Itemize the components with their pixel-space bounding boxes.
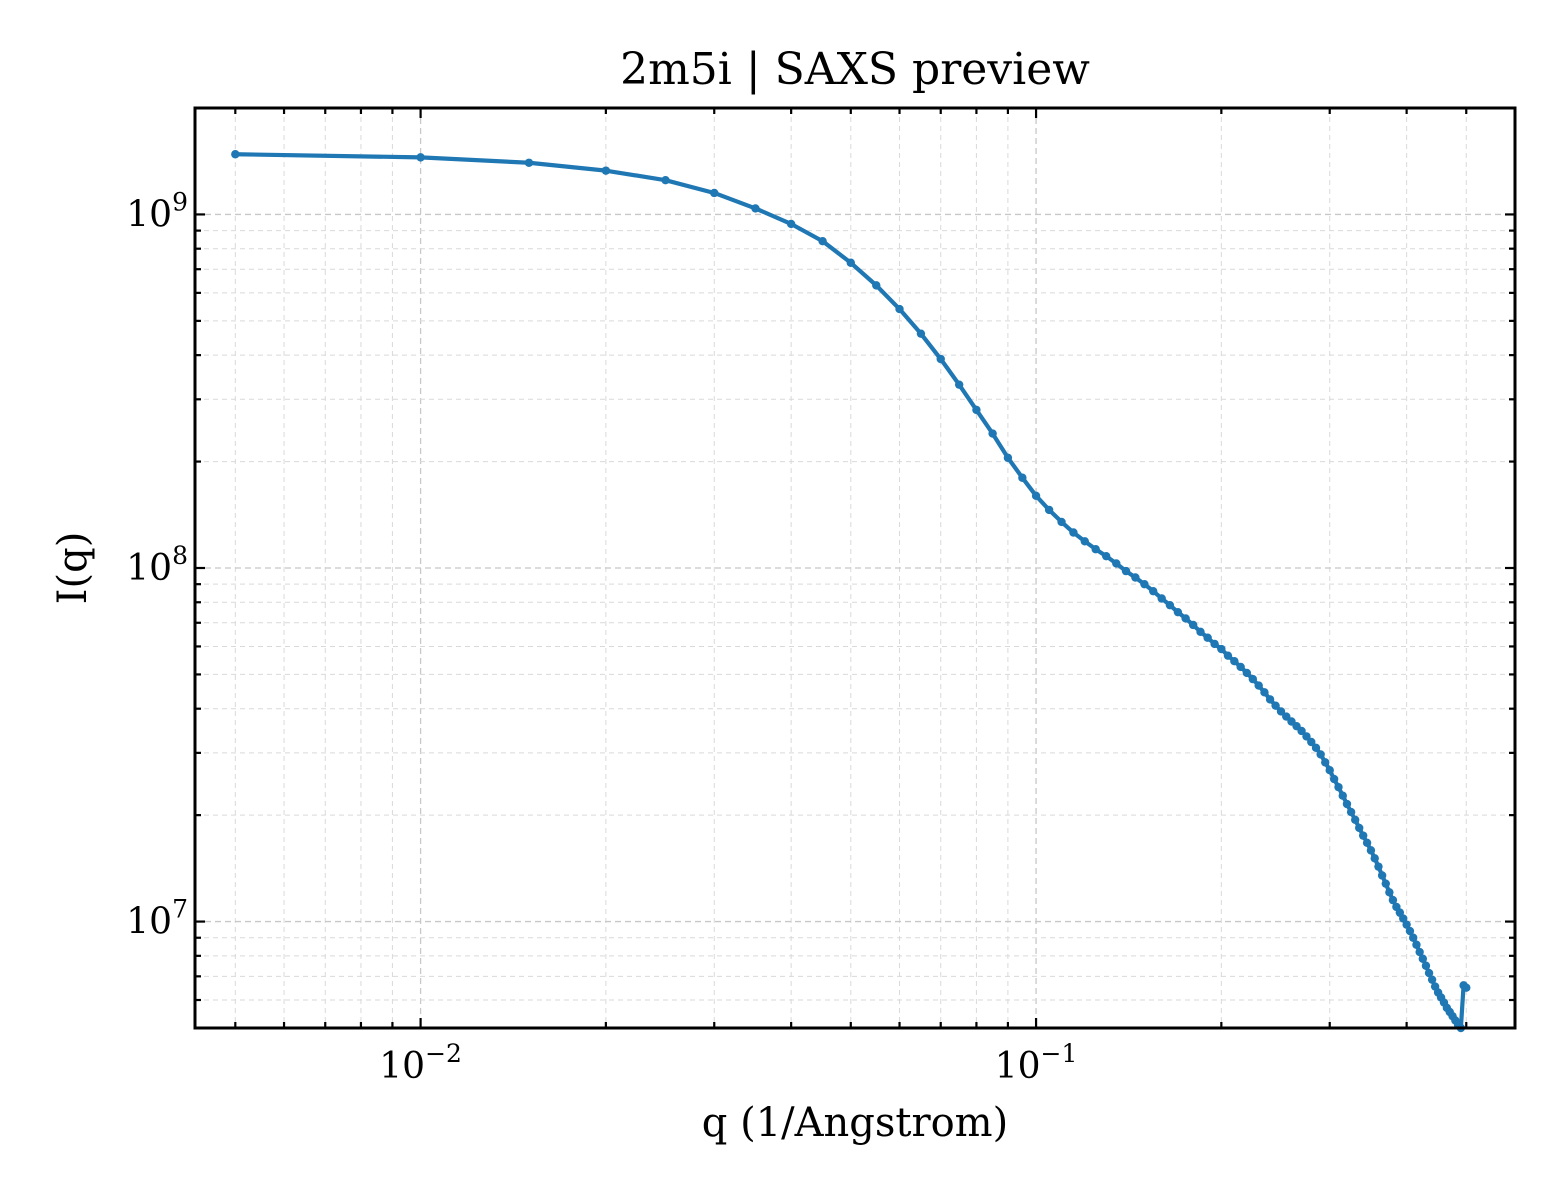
data-point	[988, 429, 997, 438]
data-point	[1165, 600, 1175, 610]
data-point	[1031, 491, 1041, 501]
data-point	[786, 219, 796, 229]
y-axis-label: I(q)	[50, 532, 96, 605]
data-point	[1203, 633, 1212, 642]
data-point	[1377, 871, 1387, 880]
data-point	[1121, 566, 1131, 576]
data-point	[1102, 551, 1111, 561]
data-point	[661, 175, 670, 185]
data-point	[1297, 726, 1306, 736]
y-tick-label: 109	[126, 187, 188, 235]
data-point	[1173, 607, 1183, 617]
data-point	[710, 188, 719, 198]
data-point	[1421, 961, 1431, 970]
data-point	[1424, 968, 1434, 978]
plot-frame	[193, 106, 1517, 1030]
data-point	[846, 258, 855, 267]
data-point	[1351, 815, 1360, 825]
data-point	[972, 405, 981, 415]
data-point	[1409, 933, 1418, 942]
data-point	[1217, 644, 1226, 654]
data-point	[1462, 983, 1471, 992]
tick-labels: 10−2 10−1 107 108 109	[126, 187, 1077, 1087]
data-point	[1242, 668, 1252, 678]
data-point	[1370, 854, 1379, 863]
data-point	[1157, 594, 1166, 603]
data-point	[1069, 528, 1078, 537]
data-point	[1366, 846, 1376, 855]
data-point	[1399, 914, 1408, 923]
data-point	[1362, 838, 1372, 848]
data-point	[1329, 774, 1339, 784]
data-point	[1276, 707, 1286, 716]
data-point	[1374, 862, 1383, 871]
data-point	[231, 150, 240, 159]
data-point	[1388, 895, 1398, 905]
data-point	[1188, 620, 1198, 630]
data-point	[1230, 657, 1239, 666]
data-point	[1311, 743, 1321, 753]
data-point	[1236, 662, 1245, 672]
data-point	[1325, 765, 1334, 775]
data-point	[1405, 926, 1415, 936]
data-point	[1018, 473, 1027, 482]
data-point	[818, 237, 827, 246]
data-point	[1381, 879, 1390, 888]
data-point	[954, 380, 964, 389]
data-point	[1181, 614, 1190, 623]
chart-title: 2m5i | SAXS preview	[620, 44, 1090, 95]
data-point	[1112, 559, 1121, 568]
data-point	[936, 354, 945, 364]
data-point	[1260, 688, 1269, 697]
data-point	[1321, 758, 1330, 767]
x-axis-label: q (1/Angstrom)	[702, 1100, 1008, 1146]
data-point	[1302, 732, 1311, 741]
data-point	[1248, 674, 1258, 684]
data-point	[1057, 517, 1066, 527]
data-point	[916, 329, 926, 338]
data-point	[1385, 888, 1394, 897]
data-point	[524, 158, 534, 167]
data-point	[1265, 695, 1275, 704]
data-point	[1080, 537, 1090, 546]
data-point	[601, 166, 611, 175]
data-point	[1149, 586, 1158, 596]
data-point	[1355, 823, 1364, 833]
data-point	[416, 153, 425, 162]
data-point	[1254, 681, 1263, 690]
data-point	[1342, 799, 1352, 809]
x-tick-label: 10−2	[379, 1039, 462, 1087]
data-point	[1412, 940, 1421, 949]
series-layer	[231, 150, 1471, 1033]
data-point	[1140, 579, 1149, 589]
data-point	[895, 304, 904, 314]
data-point	[1316, 750, 1325, 759]
data-point	[1338, 791, 1347, 800]
data-point	[1131, 573, 1140, 582]
x-tick-label: 10−1	[995, 1039, 1078, 1087]
data-point	[1044, 505, 1054, 515]
y-tick-label: 108	[126, 541, 188, 589]
data-point	[1003, 453, 1013, 462]
data-point	[1346, 807, 1356, 817]
y-tick-label: 107	[126, 895, 188, 943]
data-point	[1418, 954, 1428, 963]
grid-lines	[195, 107, 1515, 1029]
data-point	[1091, 545, 1100, 554]
data-point	[1271, 701, 1280, 710]
data-point	[1223, 651, 1233, 660]
data-point	[872, 281, 881, 290]
data-point	[1415, 947, 1424, 957]
data-point	[1334, 782, 1343, 792]
data-point	[1307, 737, 1316, 747]
data-point	[751, 204, 760, 213]
data-point	[1210, 639, 1219, 649]
data-point	[1196, 627, 1205, 636]
data-point	[1402, 920, 1411, 929]
data-point	[1358, 831, 1368, 840]
data-point	[1427, 975, 1437, 984]
